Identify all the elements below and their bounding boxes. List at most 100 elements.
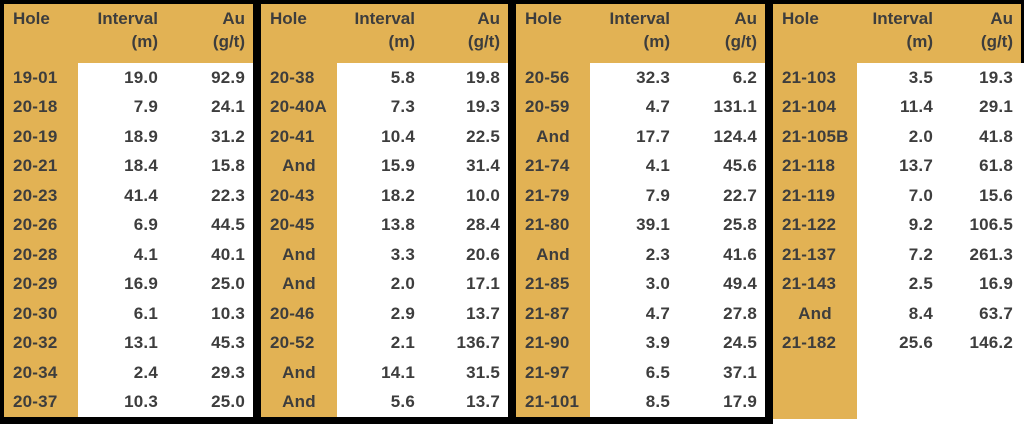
- table-separator-3: [765, 0, 773, 424]
- table-row: 21-80 39.1 25.8: [516, 210, 765, 240]
- au-cell: 24.1: [166, 92, 253, 122]
- interval-cell: 2.1: [337, 328, 423, 358]
- hole-cell: [773, 358, 857, 388]
- hole-cell: 21-137: [773, 240, 857, 270]
- hole-cell: 19-01: [4, 63, 78, 93]
- au-header-line1: Au: [477, 9, 500, 28]
- table-row: 21-182 25.6 146.2: [773, 328, 1021, 358]
- interval-header-line2: (m): [906, 31, 933, 51]
- table-row: 20-38 5.8 19.8: [261, 63, 508, 93]
- interval-cell: 6.5: [590, 358, 678, 388]
- table-row: 20-34 2.4 29.3: [4, 358, 253, 388]
- table-row: And 3.3 20.6: [261, 240, 508, 270]
- au-cell: 25.8: [678, 210, 765, 240]
- interval-cell: 8.5: [590, 387, 678, 417]
- results-table-group-1: Hole Interval (m) Au (g/t) 19-01 19.0 92.9 20-18…: [4, 4, 253, 417]
- interval-cell: 41.4: [78, 181, 166, 211]
- table-header-row: Hole Interval (m) Au (g/t): [773, 4, 1021, 63]
- table-row: 20-32 13.1 45.3: [4, 328, 253, 358]
- table-row: 20-23 41.4 22.3: [4, 181, 253, 211]
- table-row: 20-18 7.9 24.1: [4, 92, 253, 122]
- table-row: 21-105B 2.0 41.8: [773, 122, 1021, 152]
- interval-cell: 19.0: [78, 63, 166, 93]
- table-row: 20-40A 7.3 19.3: [261, 92, 508, 122]
- au-cell: 17.1: [423, 269, 508, 299]
- table-header-row: Hole Interval (m) Au (g/t): [516, 4, 765, 63]
- interval-cell: 3.0: [590, 269, 678, 299]
- table-row: 21-143 2.5 16.9: [773, 269, 1021, 299]
- table-row: 21-79 7.9 22.7: [516, 181, 765, 211]
- au-header-line2: (g/t): [212, 31, 245, 51]
- au-cell: 17.9: [678, 387, 765, 417]
- table-row: And 14.1 31.5: [261, 358, 508, 388]
- au-cell: 41.8: [941, 122, 1021, 152]
- table-row: 20-59 4.7 131.1: [516, 92, 765, 122]
- hole-cell: 21-85: [516, 269, 590, 299]
- hole-column-extension: [773, 417, 857, 419]
- table-row: 21-103 3.5 19.3: [773, 63, 1021, 93]
- table-row: 20-56 32.3 6.2: [516, 63, 765, 93]
- interval-header: Interval (m): [590, 4, 678, 54]
- results-table-group-3: Hole Interval (m) Au (g/t) 20-56 32.3 6.2 20-59 4…: [516, 4, 765, 417]
- au-cell: 92.9: [166, 63, 253, 93]
- au-cell: 136.7: [423, 328, 508, 358]
- interval-cell: [857, 358, 941, 388]
- hole-cell: 20-52: [261, 328, 337, 358]
- results-table-group-4: Hole Interval (m) Au (g/t) 21-103 3.5 19.3 21-10…: [773, 4, 1021, 419]
- table-row: 21-74 4.1 45.6: [516, 151, 765, 181]
- interval-cell: 13.1: [78, 328, 166, 358]
- au-cell: 13.7: [423, 299, 508, 329]
- interval-cell: 18.4: [78, 151, 166, 181]
- hole-cell: 21-90: [516, 328, 590, 358]
- table-row: 21-137 7.2 261.3: [773, 240, 1021, 270]
- hole-cell: 21-87: [516, 299, 590, 329]
- interval-cell: 10.3: [78, 387, 166, 417]
- hole-cell: 20-32: [4, 328, 78, 358]
- au-cell: 31.5: [423, 358, 508, 388]
- interval-cell: 2.0: [857, 122, 941, 152]
- interval-header-line2: (m): [131, 31, 158, 51]
- au-cell: 131.1: [678, 92, 765, 122]
- au-cell: 10.0: [423, 181, 508, 211]
- table-row-empty: [773, 387, 1021, 417]
- hole-cell: 20-18: [4, 92, 78, 122]
- interval-cell: 2.4: [78, 358, 166, 388]
- hole-cell: 20-56: [516, 63, 590, 93]
- interval-cell: 9.2: [857, 210, 941, 240]
- interval-header-line1: Interval: [354, 9, 415, 28]
- hole-cell: And: [773, 299, 857, 329]
- au-cell: 49.4: [678, 269, 765, 299]
- au-header: Au (g/t): [423, 4, 508, 54]
- hole-cell: And: [261, 240, 337, 270]
- interval-cell: 32.3: [590, 63, 678, 93]
- table-row: 20-28 4.1 40.1: [4, 240, 253, 270]
- hole-cell: [773, 387, 857, 417]
- hole-cell: 20-30: [4, 299, 78, 329]
- interval-cell: 6.1: [78, 299, 166, 329]
- interval-header-line1: Interval: [609, 9, 670, 28]
- au-cell: 25.0: [166, 269, 253, 299]
- hole-cell: And: [516, 122, 590, 152]
- au-cell: 19.3: [941, 63, 1021, 93]
- table-row: 19-01 19.0 92.9: [4, 63, 253, 93]
- interval-header-line1: Interval: [97, 9, 158, 28]
- interval-header: Interval (m): [337, 4, 423, 54]
- au-cell: 146.2: [941, 328, 1021, 358]
- table-row: And 5.6 13.7: [261, 387, 508, 417]
- au-header-line2: (g/t): [467, 31, 500, 51]
- table-row: 20-26 6.9 44.5: [4, 210, 253, 240]
- interval-cell: 4.7: [590, 299, 678, 329]
- interval-cell: 10.4: [337, 122, 423, 152]
- interval-cell: 4.7: [590, 92, 678, 122]
- table-row: 21-104 11.4 29.1: [773, 92, 1021, 122]
- interval-cell: 4.1: [78, 240, 166, 270]
- interval-cell: 3.3: [337, 240, 423, 270]
- interval-cell: 11.4: [857, 92, 941, 122]
- hole-cell: 20-19: [4, 122, 78, 152]
- hole-cell: 21-143: [773, 269, 857, 299]
- au-header: Au (g/t): [166, 4, 253, 54]
- hole-cell: 21-119: [773, 181, 857, 211]
- interval-cell: 13.8: [337, 210, 423, 240]
- frame-border-bottom: [0, 417, 773, 424]
- au-header-line1: Au: [222, 9, 245, 28]
